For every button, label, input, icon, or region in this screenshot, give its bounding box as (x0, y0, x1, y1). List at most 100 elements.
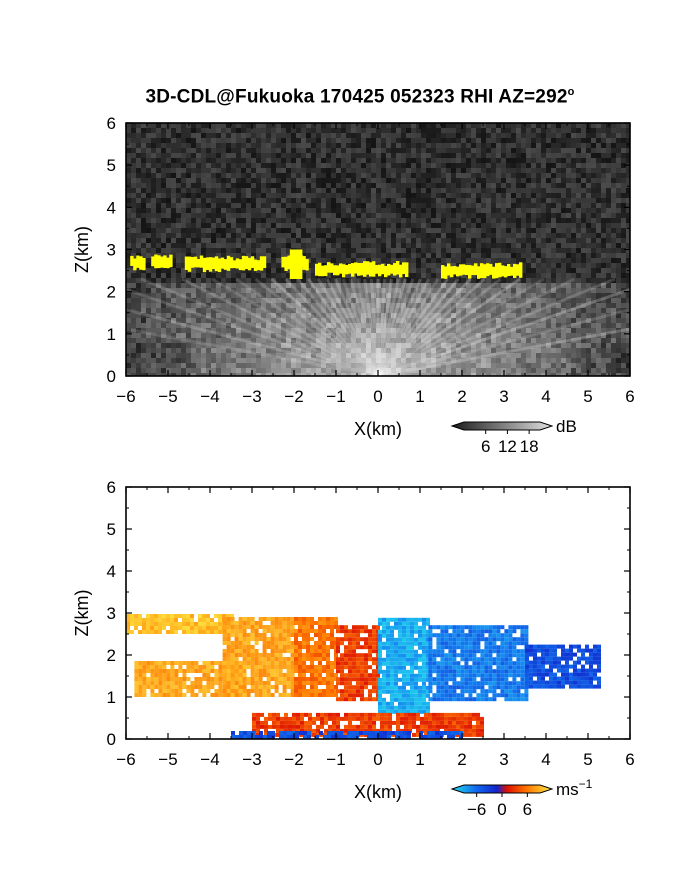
snr-cell (341, 213, 346, 218)
snr-cell (171, 173, 176, 178)
snr-cell (436, 153, 441, 158)
snr-cell (546, 198, 551, 203)
snr-cell (411, 198, 416, 203)
snr-cell (281, 223, 286, 228)
snr-cell (376, 128, 381, 133)
snr-cell (561, 193, 566, 198)
snr-cell (471, 323, 476, 328)
snr-cell (186, 148, 191, 153)
snr-cell (171, 128, 176, 133)
snr-cell (501, 168, 506, 173)
snr-cell (231, 333, 236, 338)
snr-cell (551, 273, 556, 278)
snr-cell (466, 348, 471, 353)
snr-cell (351, 328, 356, 333)
snr-cell (456, 133, 461, 138)
snr-cell (351, 123, 356, 128)
snr-cell (301, 218, 306, 223)
snr-cell (461, 223, 466, 228)
snr-cell (201, 303, 206, 308)
snr-cell (441, 223, 446, 228)
snr-cell (576, 243, 581, 248)
snr-cell (571, 348, 576, 353)
snr-cell (211, 213, 216, 218)
snr-cell (366, 288, 371, 293)
snr-cell (201, 348, 206, 353)
snr-cell (516, 178, 521, 183)
snr-cell (171, 223, 176, 228)
snr-cell (516, 208, 521, 213)
snr-cell (626, 153, 630, 158)
snr-cell (181, 243, 186, 248)
snr-cell (411, 278, 416, 283)
snr-cell (141, 193, 146, 198)
snr-cell (141, 148, 146, 153)
snr-cell (321, 358, 326, 363)
snr-cell (336, 163, 341, 168)
snr-cell (381, 228, 386, 233)
snr-cell (546, 188, 551, 193)
snr-cell (306, 173, 311, 178)
snr-cell (351, 258, 356, 263)
snr-cell (316, 318, 321, 323)
snr-cell (171, 143, 176, 148)
snr-cell (291, 198, 296, 203)
snr-cell (616, 358, 621, 363)
snr-cell (616, 123, 621, 128)
snr-cell (186, 163, 191, 168)
snr-cell (446, 238, 451, 243)
snr-cell (411, 178, 416, 183)
snr-cell (186, 143, 191, 148)
snr-cell (276, 163, 281, 168)
snr-cell (386, 328, 391, 333)
snr-cell (426, 353, 431, 358)
snr-cell (391, 323, 396, 328)
snr-cell (506, 323, 511, 328)
snr-cell (531, 223, 536, 228)
snr-cell (261, 203, 266, 208)
snr-cell (416, 358, 421, 363)
snr-cell (381, 353, 386, 358)
snr-cell (236, 213, 241, 218)
snr-cell (191, 278, 196, 283)
snr-cell (451, 243, 456, 248)
snr-cell (251, 173, 256, 178)
snr-cell (446, 153, 451, 158)
snr-cell (396, 128, 401, 133)
snr-cell (426, 203, 431, 208)
snr-cell (446, 228, 451, 233)
snr-cell (516, 198, 521, 203)
snr-cell (436, 348, 441, 353)
snr-cell (521, 123, 526, 128)
snr-cell (546, 358, 551, 363)
snr-cell (556, 283, 561, 288)
snr-cell (556, 318, 561, 323)
snr-cell (566, 138, 571, 143)
snr-cell (361, 288, 366, 293)
snr-cell (301, 238, 306, 243)
snr-cell (236, 128, 241, 133)
snr-cell (136, 318, 141, 323)
snr-cell (431, 348, 436, 353)
snr-cell (301, 348, 306, 353)
snr-cell (546, 288, 551, 293)
snr-cell (621, 298, 626, 303)
snr-cell (181, 153, 186, 158)
snr-cell (616, 328, 621, 333)
snr-cell (411, 353, 416, 358)
snr-cell (456, 318, 461, 323)
snr-cell (586, 298, 591, 303)
snr-cell (476, 348, 481, 353)
snr-cell (166, 313, 171, 318)
snr-cell (356, 328, 361, 333)
snr-cell (246, 238, 251, 243)
snr-cell (441, 198, 446, 203)
snr-cell (296, 323, 301, 328)
snr-cell (596, 248, 601, 253)
snr-cell (356, 143, 361, 148)
snr-cell (546, 203, 551, 208)
snr-cell (436, 278, 441, 283)
snr-cell (391, 178, 396, 183)
snr-cell (211, 368, 216, 373)
snr-cell (426, 138, 431, 143)
